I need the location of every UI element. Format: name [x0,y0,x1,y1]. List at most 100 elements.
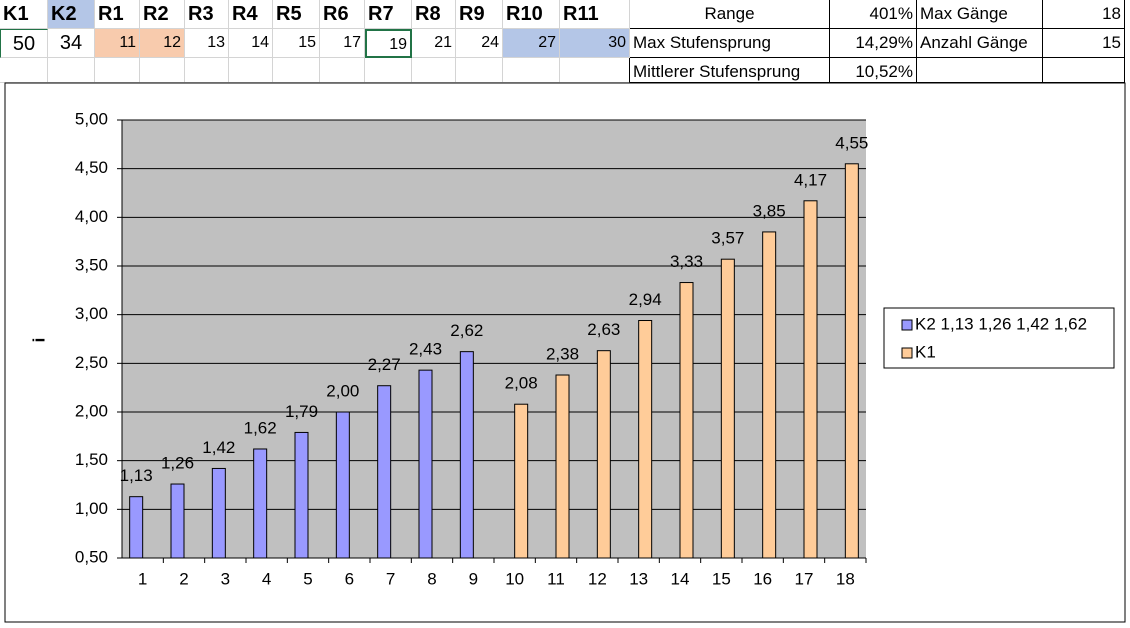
y-tick-label: 5,00 [75,109,108,128]
value-cell: 19 [365,29,412,58]
header-cell: K2 [48,0,95,29]
value-label: 3,85 [753,201,786,220]
stat-cell: 18 [1043,0,1125,29]
x-tick-label: 12 [588,569,607,588]
value-label: 4,55 [835,133,868,152]
bar [253,448,268,559]
x-tick-label: 6 [345,569,354,588]
bar [335,411,350,559]
y-tick-label: 3,50 [75,255,108,274]
legend-swatch [901,319,913,331]
value-label: 2,00 [326,381,359,400]
bar [129,496,144,559]
x-tick-label: 17 [795,569,814,588]
bar [377,385,392,559]
value-cell: 30 [560,29,630,58]
value-cell: 17 [320,29,365,58]
value-label: 1,62 [244,418,277,437]
value-label: 2,27 [368,355,401,374]
value-label: 1,13 [120,466,153,485]
y-tick-label: 4,00 [75,207,108,226]
header-cell: R2 [140,0,185,29]
stat-cell: 401% [830,0,917,29]
value-label: 2,94 [629,290,662,309]
legend-swatch [901,347,913,359]
value-cell: 13 [185,29,229,58]
value-label: 2,43 [409,340,442,359]
value-label: 1,79 [285,402,318,421]
x-tick-label: 18 [836,569,855,588]
bar [596,350,611,559]
x-tick-label: 16 [753,569,772,588]
header-cell: R1 [95,0,140,29]
bar [720,258,735,559]
y-tick-label: 2,00 [75,401,108,420]
legend-label: K2 1,13 1,26 1,42 1,62 [915,314,1087,333]
value-label: 3,33 [670,252,703,271]
x-tick-label: 7 [386,569,395,588]
value-cell: 24 [456,29,503,58]
bar [211,467,226,559]
y-tick-label: 0,50 [75,547,108,566]
bar [418,369,433,559]
bar [459,351,474,559]
header-cell: R8 [412,0,456,29]
stat-cell: 14,29% [830,29,917,58]
bar [803,200,818,559]
value-cell: 21 [412,29,456,58]
y-tick-label: 1,00 [75,499,108,518]
x-tick-label: 10 [505,569,524,588]
value-cell: 11 [95,29,140,58]
stat-cell: 15 [1043,29,1125,58]
header-cell: K1 [0,0,48,29]
bar [170,483,185,559]
value-label: 2,63 [587,320,620,339]
value-label: 2,62 [450,321,483,340]
y-axis-title: i [29,338,48,343]
stat-cell: Max Stufensprung [630,29,830,58]
value-cell: 15 [273,29,320,58]
plot-area [122,120,866,558]
y-tick-label: 1,50 [75,450,108,469]
x-tick-label: 1 [138,569,147,588]
value-cell: 50 [0,29,48,58]
stat-cell: Range [630,0,830,29]
value-cell: 34 [48,29,95,58]
y-tick-label: 2,50 [75,353,108,372]
x-tick-label: 5 [303,569,312,588]
legend [883,307,1115,369]
bar [844,163,859,559]
header-cell: R5 [273,0,320,29]
y-tick-label: 4,50 [75,158,108,177]
x-tick-label: 13 [629,569,648,588]
value-label: 2,38 [546,344,579,363]
header-cell: R10 [503,0,560,29]
value-label: 4,17 [794,170,827,189]
value-cell: 27 [503,29,560,58]
header-cell: R11 [560,0,630,29]
legend-label: K1 [915,342,936,361]
x-tick-label: 11 [547,569,565,588]
bar [555,374,570,559]
value-label: 1,42 [202,438,235,457]
x-tick-label: 3 [221,569,230,588]
x-tick-label: 14 [671,569,690,588]
stat-cell: Anzahl Gänge [917,29,1043,58]
header-cell: R9 [456,0,503,29]
header-cell: R3 [185,0,229,29]
bar [762,231,777,559]
x-tick-label: 15 [712,569,731,588]
y-tick-label: 3,00 [75,304,108,323]
stat-cell: Max Gänge [917,0,1043,29]
header-cell: R6 [320,0,365,29]
value-cell: 14 [229,29,273,58]
value-label: 2,08 [505,374,538,393]
bar [679,282,694,559]
value-cell: 12 [140,29,185,58]
header-cell: R7 [365,0,412,29]
bar [514,403,529,559]
value-label: 1,26 [161,454,194,473]
bar [294,431,309,559]
